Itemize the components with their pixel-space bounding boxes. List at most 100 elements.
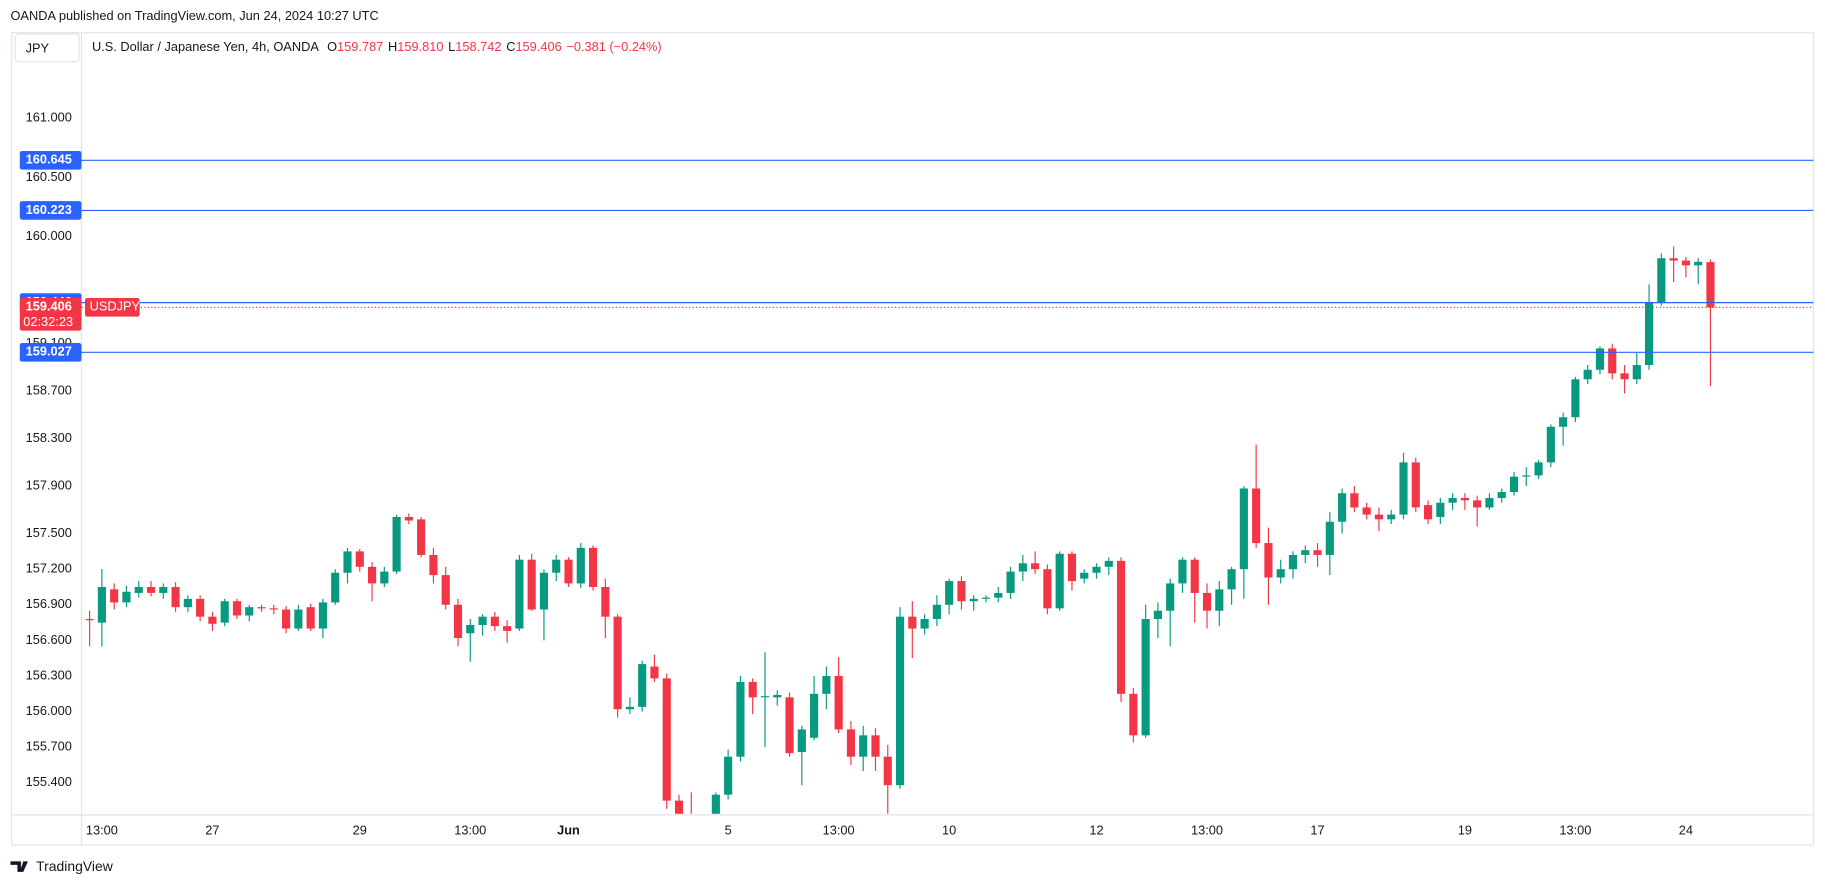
candle-body xyxy=(367,566,377,584)
legend-value: 158.742 xyxy=(455,39,501,54)
candle-body xyxy=(588,547,598,587)
x-tick-label: Jun xyxy=(557,823,580,838)
candle-body xyxy=(1252,488,1261,544)
candle-body xyxy=(1301,550,1310,555)
candle-body xyxy=(429,554,438,576)
candle-body xyxy=(1559,417,1568,427)
candle-body xyxy=(134,586,143,593)
x-tick-label: 13:00 xyxy=(86,823,118,838)
candle-body xyxy=(490,616,499,627)
candle-body xyxy=(785,697,794,754)
y-tick-label: 156.600 xyxy=(26,632,72,647)
x-tick-label: 12 xyxy=(1089,823,1103,838)
candle-body xyxy=(1595,348,1605,370)
candle-body xyxy=(1116,560,1126,694)
candle-body xyxy=(1325,521,1334,555)
candle-body xyxy=(1288,554,1298,570)
candle-body xyxy=(85,619,94,621)
candle-body xyxy=(908,616,917,629)
candle-body xyxy=(478,616,487,625)
x-tick-label: 5 xyxy=(725,823,732,838)
symbol-tag-label: USDJPY xyxy=(90,299,141,314)
x-tick-label: 10 xyxy=(942,823,956,838)
candle-body xyxy=(859,735,868,757)
candle-body xyxy=(110,589,119,603)
candle-body xyxy=(957,581,966,602)
candle-body xyxy=(711,794,720,814)
countdown-label: 02:32:23 xyxy=(23,314,73,329)
legend-key: L xyxy=(448,39,455,54)
candle-body xyxy=(1583,369,1592,380)
candle-body xyxy=(392,516,401,572)
x-tick-label: 17 xyxy=(1310,823,1324,838)
candle-body xyxy=(736,681,745,757)
candle-body xyxy=(122,591,131,603)
x-tick-label: 13:00 xyxy=(1559,823,1591,838)
candle-body xyxy=(453,604,463,639)
candle-body xyxy=(822,676,831,694)
candle-body xyxy=(1436,502,1445,517)
candle-body xyxy=(331,572,340,603)
currency-button[interactable] xyxy=(14,33,80,63)
candle-body xyxy=(846,729,856,757)
candle-body xyxy=(466,624,475,634)
candle-body xyxy=(1473,500,1482,508)
candle-body xyxy=(638,664,647,707)
last-price-label: 159.406 xyxy=(26,299,72,314)
candle-body xyxy=(257,607,266,609)
candle-body xyxy=(1031,563,1040,570)
candle-body xyxy=(895,616,905,786)
candle-body xyxy=(539,572,549,610)
candle-body xyxy=(183,598,192,608)
level-label-box xyxy=(19,151,82,170)
candle-body xyxy=(724,756,733,795)
candle-body xyxy=(1006,571,1015,593)
candle-body xyxy=(883,756,892,786)
candle-body xyxy=(208,616,217,624)
symbol-tag xyxy=(84,298,140,317)
x-tick-label: 13:00 xyxy=(823,823,855,838)
y-tick-label: 160.500 xyxy=(26,169,72,184)
candle-body xyxy=(969,598,978,602)
candle-body xyxy=(97,586,106,623)
candle-body xyxy=(1202,592,1212,611)
y-tick-label: 156.900 xyxy=(26,596,72,611)
candle-body xyxy=(1227,569,1236,590)
candle-body xyxy=(527,559,536,610)
candle-body xyxy=(1632,365,1641,380)
candle-body xyxy=(650,666,659,679)
candle-body xyxy=(1338,493,1347,522)
y-tick-label: 157.200 xyxy=(26,561,72,576)
candle-body xyxy=(1669,258,1678,261)
candle-body xyxy=(810,693,819,738)
candle-body xyxy=(1264,543,1273,578)
legend-key: O xyxy=(327,39,337,54)
candle-body xyxy=(773,694,782,698)
candle-body xyxy=(662,678,671,801)
currency-label: JPY xyxy=(26,40,50,55)
candle-body xyxy=(1497,492,1506,498)
candle-body xyxy=(343,551,352,573)
legend-value: 159.406 xyxy=(515,39,561,54)
y-tick-label: 161.000 xyxy=(26,110,72,125)
level-label-box xyxy=(19,201,82,220)
candle-body xyxy=(1350,493,1359,508)
last-price-box xyxy=(19,298,82,331)
y-tick-label: 158.700 xyxy=(26,383,72,398)
candle-body xyxy=(1043,569,1052,609)
candle-body xyxy=(282,609,291,629)
candle-body xyxy=(748,681,757,698)
y-tick-label: 158.300 xyxy=(26,430,72,445)
candle-body xyxy=(994,592,1003,598)
candle-body xyxy=(380,571,389,584)
candle-body xyxy=(220,601,229,623)
candle-body xyxy=(503,626,512,631)
candle-body xyxy=(1387,514,1396,520)
candle-body xyxy=(1571,379,1580,418)
candle-body xyxy=(245,607,254,616)
level-label: 160.645 xyxy=(26,152,72,167)
y-tick-label: 156.300 xyxy=(26,667,72,682)
candle-body xyxy=(1374,514,1384,520)
candle-body xyxy=(1522,475,1531,477)
logo-icon xyxy=(10,861,28,872)
